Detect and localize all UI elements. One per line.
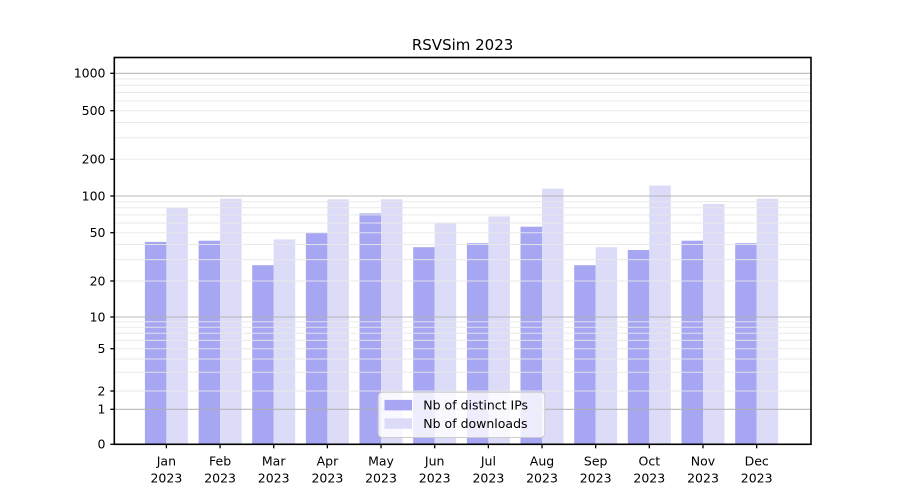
bar-ips-may	[359, 213, 381, 445]
bar-ips-apr	[305, 232, 328, 445]
bar-ips-sep	[574, 265, 596, 445]
x-tick-label: Jul 2023	[472, 454, 504, 486]
y-tick-label: 10	[90, 309, 106, 324]
x-tick-label: Feb 2023	[204, 454, 236, 486]
y-tick-label: 20	[90, 273, 106, 288]
x-tick-label: May 2023	[365, 454, 397, 486]
x-tick-label: Sep 2023	[580, 454, 612, 486]
x-tick-label: Nov 2023	[687, 454, 719, 486]
bar-ips-dec	[735, 243, 757, 445]
y-tick-label: 2	[98, 383, 106, 398]
y-tick-label: 1000	[74, 66, 106, 81]
bar-ips-nov	[681, 240, 703, 445]
x-tick-label: Jun 2023	[419, 454, 451, 486]
bar-downloads-jul	[488, 216, 510, 445]
y-tick-label: 5	[98, 341, 106, 356]
legend-swatch-downloads	[384, 418, 412, 429]
bar-ips-oct	[627, 250, 650, 445]
y-tick-label: 1	[98, 402, 106, 417]
legend-swatch-distinct-ips	[384, 399, 412, 411]
bar-ips-mar	[252, 265, 274, 445]
plot-frame	[113, 56, 812, 446]
chart-title: RSVSim 2023	[412, 36, 513, 54]
bar-ips-feb	[198, 240, 221, 445]
bar-downloads-mar	[273, 239, 296, 445]
bar-ips-jan	[144, 241, 167, 445]
legend-label-downloads: Nb of downloads	[423, 416, 527, 431]
y-tick-label: 100	[82, 188, 106, 203]
bar-downloads-oct	[649, 185, 671, 445]
bar-downloads-jan	[166, 207, 188, 445]
y-tick-label: 50	[90, 225, 106, 240]
bar-downloads-nov	[703, 204, 725, 445]
y-axis-ticks: 0 1 2 5 10 20 50 100 200 500 1000	[74, 66, 115, 452]
x-tick-label: Jan 2023	[150, 454, 182, 486]
gridlines-group	[114, 72, 811, 410]
legend-label-distinct-ips: Nb of distinct IPs	[423, 398, 528, 413]
x-tick-label: Mar 2023	[258, 454, 290, 486]
x-tick-label: Dec 2023	[741, 454, 773, 486]
x-axis-ticks: Jan 2023 Feb 2023 Mar 2023 Apr 2023 May 2023 Jun 20…	[150, 444, 773, 486]
legend: Nb of distinct IPs Nb of downloads	[377, 391, 546, 438]
x-tick-label: Oct 2023	[633, 454, 665, 486]
x-tick-label: Aug 2023	[526, 454, 558, 486]
y-tick-label: 0	[98, 437, 106, 452]
legend-box	[377, 391, 546, 438]
y-tick-label: 200	[82, 152, 106, 167]
y-tick-label: 500	[82, 103, 106, 118]
bar-downloads-sep	[595, 247, 618, 445]
x-tick-label: Apr 2023	[311, 454, 343, 486]
